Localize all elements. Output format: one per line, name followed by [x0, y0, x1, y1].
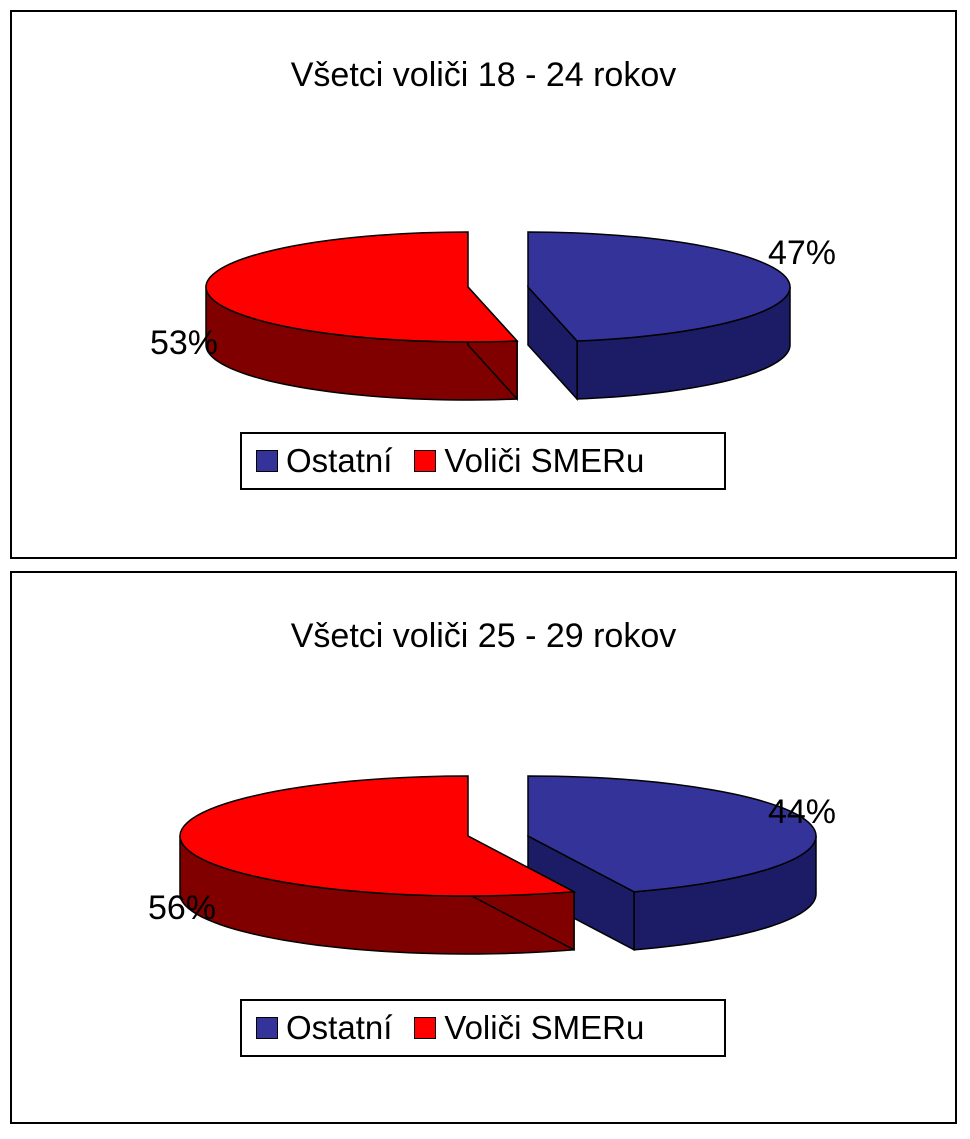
pie-label-ostatni: 47% [768, 234, 836, 272]
pie-label-ostatni: 44% [768, 793, 836, 831]
legend-item-ostatni: Ostatní [256, 1009, 392, 1047]
legend-swatch-ostatni [256, 450, 278, 472]
legend-label-smer: Voliči SMERu [444, 1009, 645, 1046]
chart-legend: Ostatní Voliči SMERu [240, 999, 726, 1057]
pie-slice-ostatni [527, 231, 791, 401]
legend-label-ostatni: Ostatní [286, 1009, 393, 1046]
chart-legend: Ostatní Voliči SMERu [240, 432, 726, 490]
pie-label-smer: 56% [148, 889, 216, 927]
chart-panel-25-29: Všetci voliči 25 - 29 rokov 44% 56% Ostat… [10, 571, 957, 1124]
pie-label-smer: 53% [150, 324, 218, 362]
legend-item-ostatni: Ostatní [256, 442, 392, 480]
chart-title: Všetci voliči 25 - 29 rokov [290, 617, 677, 655]
pie-chart-25-29: 44% 56% [148, 775, 836, 955]
pie-slice-smer [205, 231, 519, 401]
pie-slice-smer [179, 775, 577, 955]
legend-swatch-ostatni [256, 1017, 278, 1039]
legend-swatch-smer [414, 450, 437, 472]
pie-slice-ostatni [527, 775, 817, 952]
chart-title: Všetci voliči 18 - 24 rokov [290, 56, 677, 94]
legend-label-smer: Voliči SMERu [444, 442, 645, 479]
legend-label-ostatni: Ostatní [286, 442, 393, 479]
legend-item-smer: Voliči SMERu [414, 1009, 644, 1047]
legend-item-smer: Voliči SMERu [414, 442, 644, 480]
pie-chart-18-24: 47% 53% [150, 231, 836, 401]
chart-panel-18-24: Všetci voliči 18 - 24 rokov 47% 53% Ostat… [10, 10, 957, 559]
legend-swatch-smer [414, 1017, 437, 1039]
